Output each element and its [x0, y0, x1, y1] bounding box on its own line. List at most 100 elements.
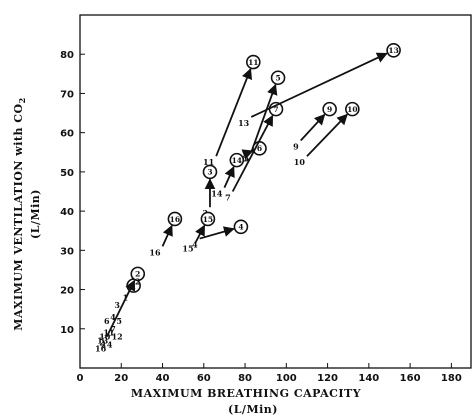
x-tick-label: 160 [400, 373, 421, 384]
pair-start-label: 6 [242, 153, 248, 163]
pair-7: 77 [225, 101, 284, 203]
pair-10: 10 10 [294, 101, 360, 167]
pair-end-label: 9 [327, 105, 332, 114]
x-tick-label: 100 [276, 373, 297, 384]
cluster-label: 6 [104, 316, 110, 326]
pair-end-label: 7 [273, 105, 278, 114]
pair-end-circle [345, 101, 360, 117]
pair-end-circle [270, 70, 286, 86]
pair-arrow [300, 113, 326, 142]
cluster-label: 12 [112, 332, 123, 342]
pair-arrow [161, 224, 173, 247]
y-axis-title: MAXIMUM VENTILATION with CO2 [12, 97, 27, 330]
pair-end-circle [386, 42, 401, 58]
pair-end-label: 10 [347, 105, 357, 114]
cluster-label: 11 [103, 328, 114, 338]
x-axis-title: MAXIMUM BREATHING CAPACITY [131, 387, 361, 400]
y-axis-unit-group: (L/Min) [29, 189, 42, 239]
pair-start-label: 15 [182, 243, 193, 253]
pair-end-label: 6 [257, 144, 262, 153]
pair-end-circle [246, 54, 261, 70]
pair-end-circle [322, 101, 337, 117]
pair-end-label: 11 [248, 58, 258, 67]
pair-end-label: 2 [135, 270, 140, 279]
y-tick-label: 70 [60, 89, 74, 100]
x-tick-label: 20 [114, 373, 128, 384]
pair-end-circle [167, 211, 183, 227]
pair-end-label: 4 [238, 223, 243, 232]
pair-9: 99 [293, 101, 337, 152]
x-tick-label: 140 [358, 373, 379, 384]
pair-end-label: 14 [232, 156, 242, 165]
pair-end-circle [229, 152, 245, 168]
y-axis-title-main: MAXIMUM VENTILATION with CO [12, 103, 25, 330]
pair-start-label: 14 [211, 189, 223, 199]
x-tick-label: 60 [197, 373, 211, 384]
x-tick-label: 0 [77, 373, 84, 384]
cluster-label: 13 [97, 336, 109, 346]
y-tick-label: 20 [60, 286, 74, 297]
cluster-label: 3 [114, 300, 120, 310]
y-tick-label: 80 [60, 50, 74, 61]
y-axis-ticks: 10 20 30 40 50 60 70 80 [60, 50, 85, 336]
y-axis-title-subscript: 2 [17, 97, 27, 103]
pair-2: 22 [99, 266, 146, 348]
cluster-label: 7 [110, 324, 116, 334]
x-axis-unit: (L/Min) [228, 403, 278, 416]
x-tick-label: 120 [317, 373, 338, 384]
cluster-label: 10 [99, 332, 111, 342]
pair-arrow [199, 226, 235, 240]
pair-arrow [215, 68, 253, 157]
pair-start-label: 10 [294, 157, 306, 167]
pair-arrow [241, 149, 254, 160]
plot-frame [79, 14, 472, 369]
pair-arrow [194, 224, 206, 243]
cluster-label: 5 [116, 316, 122, 326]
y-axis-title-group: MAXIMUM VENTILATION with CO2 [12, 97, 27, 330]
pair-arrow [306, 113, 348, 157]
pair-arrow [250, 52, 388, 118]
x-tick-label: 180 [441, 373, 462, 384]
pair-13: 13 13 [238, 42, 401, 128]
pair-arrow [223, 165, 235, 188]
pair-end-label: 15 [203, 215, 213, 224]
y-tick-label: 60 [60, 129, 74, 140]
y-tick-label: 10 [60, 325, 74, 336]
x-tick-label: 40 [156, 373, 170, 384]
y-axis-unit: (L/Min) [29, 189, 42, 239]
pair-start-label: 7 [225, 193, 231, 203]
cluster-label: 2 [135, 277, 141, 287]
pair-end-label: 13 [388, 46, 398, 55]
pair-arrow [106, 279, 136, 338]
pair-end-circle [200, 211, 216, 227]
pair-14: 14 14 [211, 152, 245, 199]
pair-end-label: 16 [170, 215, 180, 224]
data-pairs: 122334455667799101011111313141415151616 [99, 42, 401, 348]
x-axis-ticks: 0 20 40 60 80 100 120 140 160 180 [77, 363, 462, 384]
pair-start-label: 13 [238, 118, 250, 128]
pair-arrow [231, 114, 274, 192]
y-tick-label: 50 [60, 168, 74, 179]
x-tick-label: 80 [238, 373, 252, 384]
cluster-label: 14 [101, 339, 113, 349]
cluster-label: 16 [95, 343, 107, 353]
pair-start-label: 9 [293, 142, 299, 152]
pair-end-label: 3 [207, 168, 212, 177]
pair-start-label: 11 [203, 157, 214, 167]
pair-end-circle [233, 219, 249, 235]
pair-end-circle [130, 266, 146, 282]
axes: 0 20 40 60 80 100 120 140 160 180 10 20 30 40 50 60 70 8… [60, 14, 472, 384]
cluster-label: 4 [110, 312, 116, 322]
pair-start-label: 16 [149, 247, 161, 257]
y-tick-label: 40 [60, 207, 74, 218]
pair-end-label: 5 [275, 74, 280, 83]
pair-4: 44 [192, 219, 249, 250]
pair-start-label: 4 [192, 240, 198, 250]
pair-11: 11 11 [203, 54, 261, 167]
pair-start-label: 2 [99, 338, 105, 348]
pair-end-circle [202, 164, 218, 180]
